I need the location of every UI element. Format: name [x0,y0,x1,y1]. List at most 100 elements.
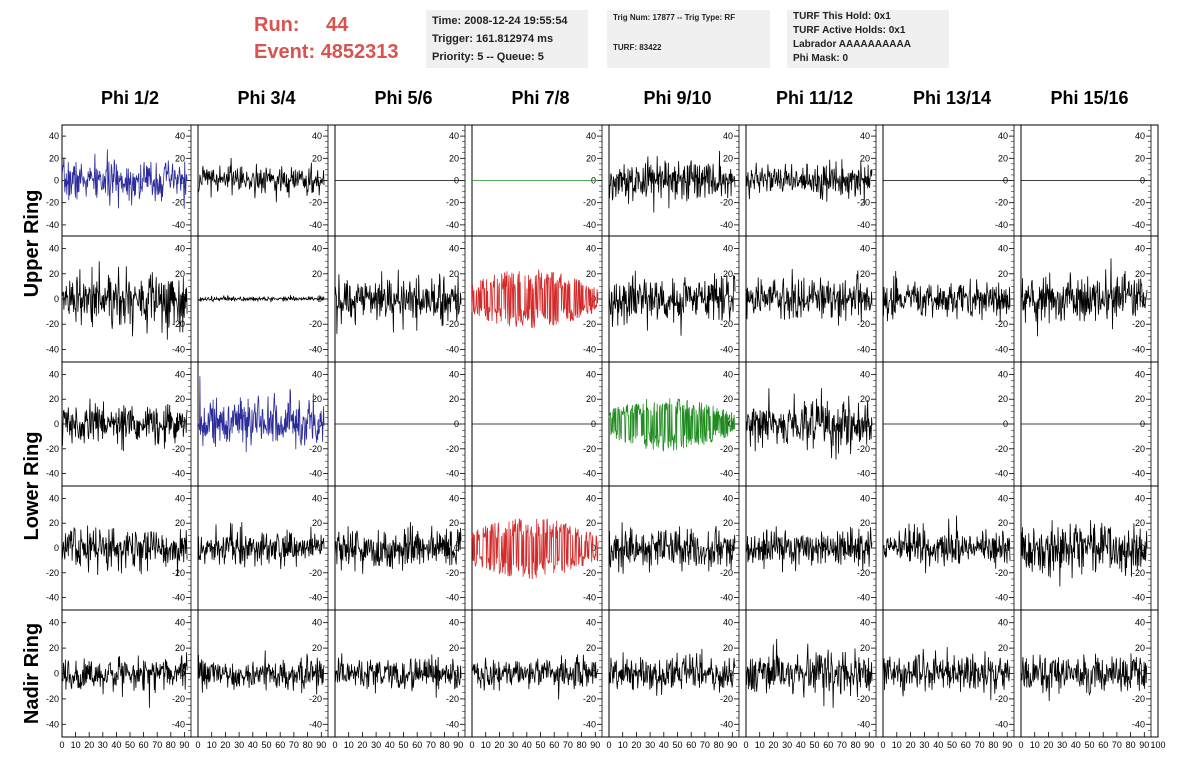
y-tick-label: -20 [172,694,185,704]
y-tick-label: 40 [49,131,59,141]
y-tick-label: -20 [583,444,596,454]
y-tick-label: -40 [446,719,459,729]
y-tick-label: 40 [860,493,870,503]
y-tick-label: 40 [723,618,733,628]
y-tick-label: 20 [860,394,870,404]
x-tick-label: 20 [220,740,230,750]
y-tick-label: -20 [857,694,870,704]
waveform-trace [745,388,873,460]
y-tick-label: 20 [860,643,870,653]
waveform-trace [197,295,325,303]
y-tick-label: 20 [312,394,322,404]
y-tick-label: -20 [995,694,1008,704]
y-tick-label: -40 [309,220,322,230]
waveform-trace [197,522,325,570]
x-tick-label: 0 [332,740,337,750]
waveform-trace [1020,520,1148,587]
y-tick-label: -40 [995,719,1008,729]
y-tick-label: 40 [1135,131,1145,141]
x-tick-label: 60 [275,740,285,750]
y-tick-label: 40 [175,131,185,141]
x-tick-label: 50 [672,740,682,750]
y-tick-label: -40 [172,719,185,729]
y-tick-label: 0 [317,176,322,186]
y-tick-label: 0 [454,669,459,679]
waveform-trace [61,652,188,708]
run-label: Run: [254,14,300,36]
y-tick-label: -40 [583,593,596,603]
x-tick-label: 80 [303,740,313,750]
x-tick-label: 90 [316,740,326,750]
x-tick-label: 80 [1126,740,1136,750]
y-tick-label: -20 [1132,444,1145,454]
y-tick-label: -40 [720,344,733,354]
y-tick-label: 20 [998,643,1008,653]
waveform-trace [608,648,736,696]
y-tick-label: 40 [1135,369,1145,379]
x-tick-label: 10 [344,740,354,750]
waveform-trace [61,398,188,452]
column-title: Phi 3/4 [237,88,295,108]
y-tick-label: 20 [1135,518,1145,528]
x-tick-label: 40 [522,740,532,750]
waveform-trace [745,526,873,573]
y-tick-label: -40 [1132,344,1145,354]
y-tick-label: -20 [857,319,870,329]
y-tick-label: -40 [309,344,322,354]
x-tick-label: 50 [947,740,957,750]
phi-mask-line: Phi Mask: 0 [793,53,849,64]
y-tick-label: -40 [309,469,322,479]
y-tick-label: 20 [723,394,733,404]
y-tick-label: -40 [172,593,185,603]
x-tick-label: 20 [494,740,504,750]
y-tick-label: -40 [583,719,596,729]
y-tick-label: -20 [720,568,733,578]
ring-label: Lower Ring [21,432,43,541]
ring-label: Nadir Ring [21,623,43,724]
x-tick-label: 70 [426,740,436,750]
y-tick-label: 40 [175,493,185,503]
x-tick-label: 100 [1150,740,1165,750]
y-tick-label: 20 [1135,643,1145,653]
y-tick-label: 20 [998,394,1008,404]
priority-line: Priority: 5 -- Queue: 5 [432,51,544,63]
y-tick-label: 20 [1135,153,1145,163]
y-tick-label: 40 [49,369,59,379]
waveform-trace [334,269,462,334]
waveform-trace [745,159,873,206]
y-tick-label: 20 [998,153,1008,163]
waveform-trace [1020,653,1148,702]
x-tick-label: 50 [809,740,819,750]
y-tick-label: 20 [723,518,733,528]
x-tick-label: 90 [590,740,600,750]
waveform-trace [197,157,325,203]
y-tick-label: -40 [172,344,185,354]
y-tick-label: -20 [857,568,870,578]
y-tick-label: -40 [46,344,59,354]
y-tick-label: 40 [175,618,185,628]
x-tick-label: 20 [1043,740,1053,750]
x-tick-label: 30 [645,740,655,750]
y-tick-label: -20 [995,319,1008,329]
y-tick-label: -20 [446,694,459,704]
y-tick-label: -40 [1132,719,1145,729]
x-tick-label: 50 [1084,740,1094,750]
y-tick-label: -40 [446,469,459,479]
y-tick-label: -20 [583,198,596,208]
y-tick-label: -20 [172,568,185,578]
y-tick-label: 20 [49,394,59,404]
turf-hold-line: TURF This Hold: 0x1 [793,11,891,22]
y-tick-label: 40 [860,618,870,628]
waveform-trace [197,650,325,695]
x-tick-label: 0 [880,740,885,750]
x-tick-label: 50 [125,740,135,750]
x-tick-label: 40 [796,740,806,750]
x-tick-label: 60 [549,740,559,750]
y-tick-label: 40 [312,618,322,628]
y-tick-label: 40 [586,244,596,254]
y-tick-label: 20 [312,269,322,279]
x-tick-label: 80 [577,740,587,750]
y-tick-label: -40 [172,220,185,230]
y-tick-label: -40 [446,593,459,603]
y-tick-label: -20 [995,568,1008,578]
